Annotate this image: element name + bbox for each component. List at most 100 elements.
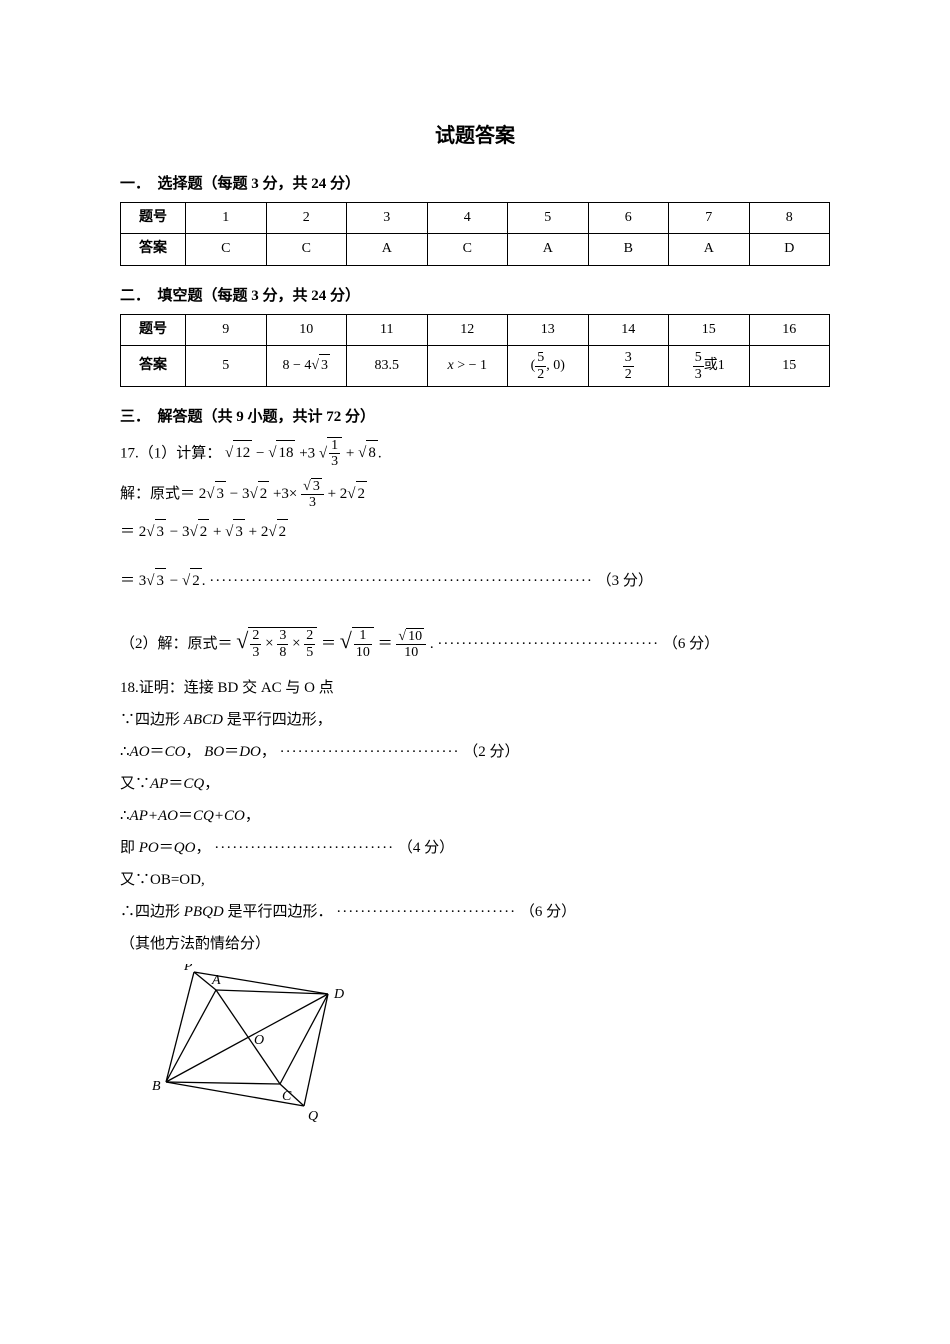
radicand: 2 [258, 481, 270, 506]
den: 3 [301, 495, 324, 510]
cell: 2 [266, 203, 347, 234]
em: BO [204, 744, 224, 760]
coef: 3 [281, 486, 289, 502]
coef: 2 [261, 524, 269, 540]
cell: 10 [266, 314, 347, 345]
coef: 3 [182, 524, 190, 540]
text: 18.证明：连接 BD 交 AC 与 O 点 [120, 680, 334, 696]
label: （2）解：原式＝ [120, 636, 233, 652]
coef: 3 [139, 573, 147, 589]
em: AP [150, 776, 168, 792]
den: 10 [396, 645, 426, 660]
num: 3 [277, 628, 288, 644]
cell: 14 [588, 314, 669, 345]
svg-text:O: O [254, 1033, 264, 1048]
text: ∵四边形 [120, 712, 184, 728]
radicand: 8 [366, 440, 378, 465]
cell: 1 [186, 203, 267, 234]
parallelogram-diagram: PADBCQO [148, 964, 358, 1124]
section2-heading: 二． 填空题（每题 3 分，共 24 分） [120, 284, 830, 308]
radicand: 2 [277, 519, 289, 544]
text: 8 − 4 [282, 358, 311, 373]
label: 解：原式＝ [120, 486, 195, 502]
radicand: 18 [276, 440, 295, 465]
text: ∴ [120, 808, 130, 824]
cell: 32 [588, 346, 669, 387]
den: 10 [354, 645, 372, 660]
cell: 13 [508, 314, 589, 345]
radicand: 3 [319, 354, 330, 377]
cell: 9 [186, 314, 267, 345]
radicand: 3 [311, 478, 322, 494]
text: ， [261, 744, 276, 760]
cell: B [588, 234, 669, 265]
text: ＝ [224, 744, 239, 760]
num: 2 [250, 628, 261, 644]
text: ＝ [178, 808, 193, 824]
text: 又∵ [120, 776, 150, 792]
q18-note: （其他方法酌情给分） [120, 932, 830, 956]
cell: 5 [508, 203, 589, 234]
svg-text:D: D [333, 987, 344, 1002]
q18-l6: 又∵OB=OD, [120, 868, 830, 892]
text: 即 [120, 840, 139, 856]
cell: 8 − 4√3 [266, 346, 347, 387]
q18-l5: 即 PO＝QO， ······························ … [120, 836, 830, 860]
q18-l4: ∴AP+AO＝CQ+CO， [120, 804, 830, 828]
em: QO [174, 840, 196, 856]
text: 是平行四边形． [224, 904, 333, 920]
q17-2: （2）解：原式＝ √ 23 × 38 × 25 ＝ √ 110 ＝ √1010 … [120, 623, 830, 661]
coef: 2 [340, 486, 348, 502]
score: （6 分） [520, 904, 576, 920]
radicand: 3 [215, 481, 227, 506]
text: ∴四边形 [120, 904, 184, 920]
text: ， [185, 744, 200, 760]
row-label: 答案 [121, 234, 186, 265]
den: 3 [693, 367, 704, 382]
section1-table: 题号 1 2 3 4 5 6 7 8 答案 C C A C A B A D [120, 202, 830, 266]
num: 1 [329, 438, 340, 454]
svg-text:A: A [211, 973, 221, 988]
page-title: 试题答案 [120, 120, 830, 152]
cell: D [749, 234, 830, 265]
den: 5 [304, 645, 315, 660]
em: AP+AO [130, 808, 178, 824]
num: 5 [693, 350, 704, 366]
q17-1-step1: 解：原式＝ 2√3 − 3√2 +3× √33 + 2√2 [120, 478, 830, 511]
cell: C [266, 234, 347, 265]
radicand: 2 [198, 519, 210, 544]
num: 1 [354, 628, 372, 644]
score: （4 分） [398, 840, 454, 856]
coef: 3 [308, 445, 316, 461]
num: 2 [304, 628, 315, 644]
text: ＝ [159, 840, 174, 856]
radicand: 10 [406, 628, 424, 644]
cell: 3 [347, 203, 428, 234]
radicand: 3 [155, 568, 167, 593]
em: DO [239, 744, 261, 760]
cell: 15 [669, 314, 750, 345]
cell: 6 [588, 203, 669, 234]
text: ， [195, 840, 210, 856]
section3-heading: 三． 解答题（共 9 小题，共计 72 分） [120, 405, 830, 429]
row-label: 题号 [121, 203, 186, 234]
text: ∴ [120, 744, 130, 760]
den: 3 [329, 454, 340, 469]
cell: 12 [427, 314, 508, 345]
em: PBQD [184, 904, 224, 920]
cell: 8 [749, 203, 830, 234]
table-row: 题号 9 10 11 12 13 14 15 16 [121, 314, 830, 345]
num: 3 [623, 350, 634, 366]
q17-1-step2: ＝ 2√3 − 3√2 + √3 + 2√2 [120, 519, 830, 544]
cell: 4 [427, 203, 508, 234]
em: AO [130, 744, 150, 760]
radicand: 3 [233, 519, 245, 544]
num: 5 [535, 350, 546, 366]
svg-text:Q: Q [308, 1109, 318, 1124]
text: ， [204, 776, 219, 792]
svg-text:C: C [282, 1089, 292, 1104]
table-row: 答案 C C A C A B A D [121, 234, 830, 265]
cell: x > − 1 [427, 346, 508, 387]
cell: 83.5 [347, 346, 428, 387]
den: 2 [535, 367, 546, 382]
